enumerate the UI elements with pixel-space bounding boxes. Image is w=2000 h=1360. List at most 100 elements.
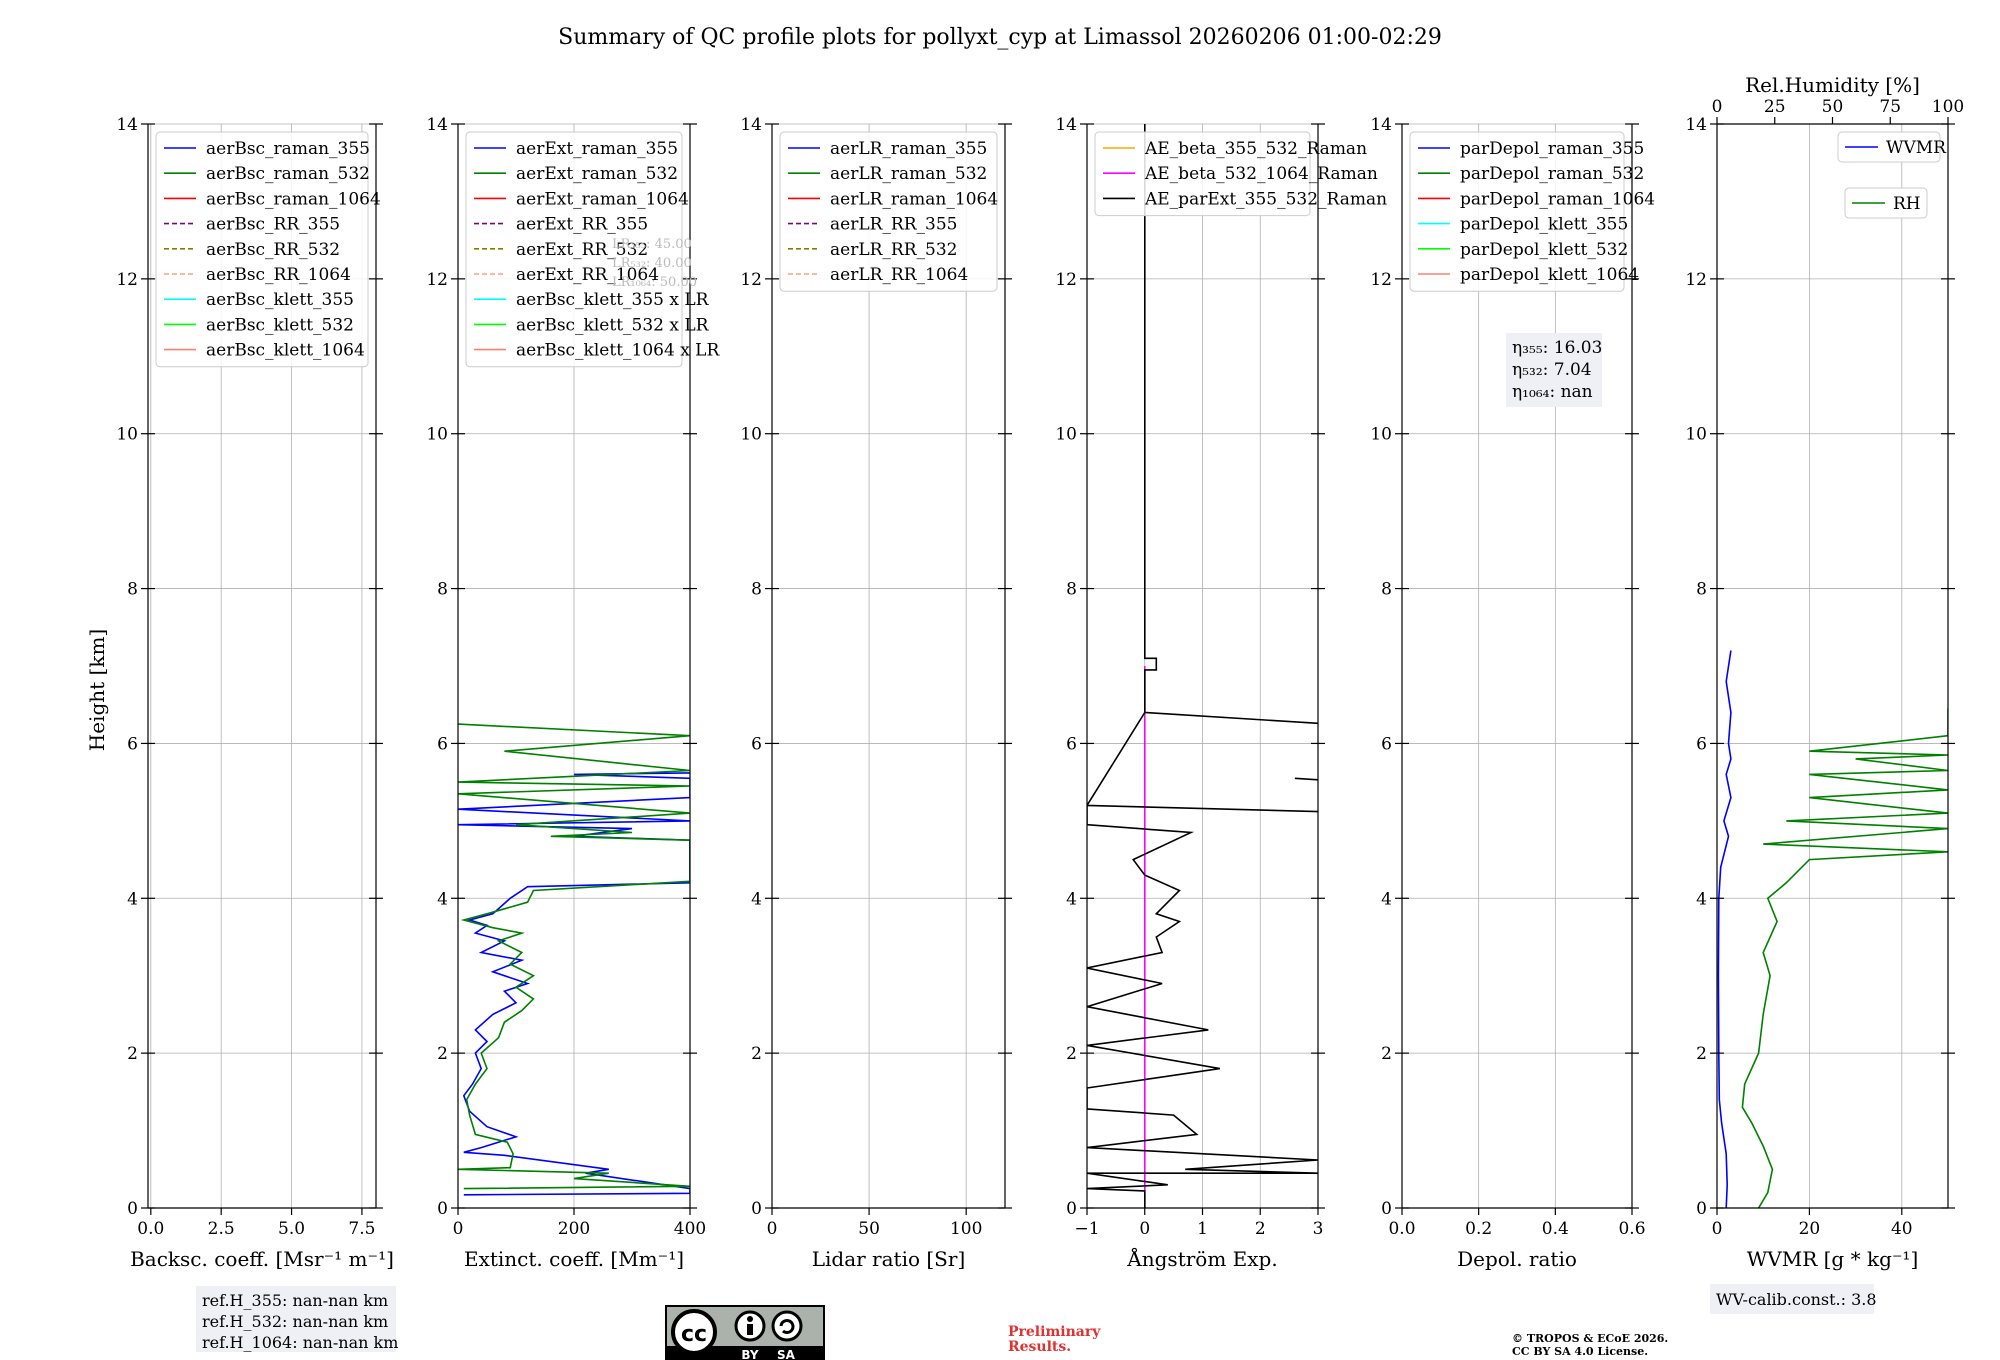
cc-license-badge[interactable]: cc BY SA xyxy=(665,1305,825,1360)
sa-share-icon xyxy=(771,1310,803,1342)
legend-label: aerLR_raman_532 xyxy=(830,164,987,184)
y-tick-label: 10 xyxy=(1685,425,1707,445)
legend-label: aerLR_RR_355 xyxy=(830,215,957,235)
x-tick-label: 0 xyxy=(1139,1219,1150,1239)
y-tick-label: 8 xyxy=(1696,580,1707,600)
legend-label: parDepol_klett_1064 xyxy=(1460,265,1639,285)
y-tick-label: 8 xyxy=(1381,580,1392,600)
x-tick-label: 0 xyxy=(767,1219,778,1239)
legend-ext: aerExt_raman_355 aerExt_raman_532 aerExt_r… xyxy=(465,131,720,368)
y-tick-label: 8 xyxy=(127,580,138,600)
x-tick-label: 0.0 xyxy=(1388,1219,1415,1239)
legend-label: aerBsc_raman_532 xyxy=(206,164,370,184)
legend-label: aerExt_raman_1064 xyxy=(516,189,689,209)
y-tick-label: 14 xyxy=(426,115,448,135)
x-axis-label: Depol. ratio xyxy=(1457,1247,1577,1271)
legend-rh-label: RH xyxy=(1893,194,1921,214)
top-x-tick-label: 50 xyxy=(1822,97,1844,117)
lidar-ratio-annotation: LR₁₀₆₄: 50.00 xyxy=(612,275,697,290)
x-axis-label: Ångström Exp. xyxy=(1126,1246,1277,1271)
y-tick-label: 12 xyxy=(1685,270,1707,290)
y-tick-label: 4 xyxy=(1066,889,1077,909)
legend-lr: aerLR_raman_355 aerLR_raman_532 aerLR_rama… xyxy=(779,131,998,292)
x-tick-label: 0 xyxy=(453,1219,464,1239)
y-tick-label: 14 xyxy=(740,115,762,135)
y-tick-label: 0 xyxy=(127,1199,138,1219)
y-tick-label: 2 xyxy=(127,1044,138,1064)
x-tick-label: 0.4 xyxy=(1542,1219,1569,1239)
panel-dep: 0 2 4 6 8 10 12 14 0.0 0.2 0.4 0.6 Depol. ratio parDe… xyxy=(1370,115,1655,1271)
by-person-head xyxy=(747,1316,753,1322)
y-tick-label: 6 xyxy=(1066,734,1077,754)
legend-label: aerExt_RR_532 xyxy=(516,240,648,260)
top-x-tick-label: 100 xyxy=(1932,97,1964,117)
lidar-ratio-annotation: LR₃₅₅: 45.00 xyxy=(612,237,692,252)
depol-calib-text: η₃₅₅: 16.03 xyxy=(1512,338,1602,358)
y-tick-label: 14 xyxy=(1055,115,1077,135)
y-tick-label: 0 xyxy=(1381,1199,1392,1219)
y-tick-label: 2 xyxy=(1381,1044,1392,1064)
y-tick-label: 12 xyxy=(1055,270,1077,290)
x-tick-label: 0.6 xyxy=(1618,1219,1645,1239)
ref-height-box-bg xyxy=(196,1286,396,1352)
legend-label: parDepol_raman_355 xyxy=(1460,139,1644,159)
legend-dep: parDepol_raman_355 parDepol_raman_532 parD… xyxy=(1409,131,1655,292)
y-tick-label: 8 xyxy=(437,580,448,600)
preliminary-line1: Preliminary xyxy=(1008,1324,1101,1340)
legend-ae: AE_beta_355_532_Raman AE_beta_532_1064_Ra… xyxy=(1094,131,1387,217)
y-tick-label: 10 xyxy=(1370,425,1392,445)
legend-label: aerBsc_klett_1064 x LR xyxy=(516,341,720,361)
series-line-aerExt_raman_355 xyxy=(458,772,690,1196)
x-tick-label: 1 xyxy=(1197,1219,1208,1239)
y-tick-label: 0 xyxy=(437,1199,448,1219)
x-axis-label: Lidar ratio [Sr] xyxy=(812,1247,966,1271)
x-tick-label: 400 xyxy=(674,1219,706,1239)
cc-by-label: BY xyxy=(741,1348,758,1360)
y-tick-label: 12 xyxy=(426,270,448,290)
sa-share-arrow xyxy=(779,1319,795,1334)
wv-calib-box: WV-calib.const.: 3.8 xyxy=(1710,1284,1877,1314)
legend-label: aerBsc_RR_355 xyxy=(206,215,340,235)
depol-calib-text: η₁₀₆₄: nan xyxy=(1512,382,1593,402)
series-line-AE_parExt_355_532_Raman_seg xyxy=(1294,777,1318,781)
legend-label: parDepol_klett_355 xyxy=(1460,215,1628,235)
x-axis-label: Backsc. coeff. [Msr⁻¹ m⁻¹] xyxy=(130,1247,394,1271)
x-tick-label: 40 xyxy=(1891,1219,1913,1239)
x-tick-label: 50 xyxy=(858,1219,880,1239)
figure-title: Summary of QC profile plots for pollyxt_… xyxy=(558,25,1442,50)
legend-label: aerBsc_raman_355 xyxy=(206,139,370,159)
y-tick-label: 14 xyxy=(1370,115,1392,135)
y-tick-label: 10 xyxy=(740,425,762,445)
legend-label: aerBsc_klett_1064 xyxy=(206,341,365,361)
legend-label: aerExt_RR_1064 xyxy=(516,265,659,285)
y-tick-label: 8 xyxy=(751,580,762,600)
y-tick-label: 12 xyxy=(740,270,762,290)
y-tick-label: 12 xyxy=(1370,270,1392,290)
legend-label: aerExt_RR_355 xyxy=(516,215,648,235)
top-x-axis-label: Rel.Humidity [%] xyxy=(1745,73,1920,97)
legend-label: aerLR_raman_1064 xyxy=(830,189,998,209)
y-tick-label: 10 xyxy=(1055,425,1077,445)
legend-label: aerLR_raman_355 xyxy=(830,139,987,159)
depol-calib-text: η₅₃₂: 7.04 xyxy=(1512,360,1592,380)
y-tick-label: 2 xyxy=(437,1044,448,1064)
y-tick-label: 4 xyxy=(1696,889,1707,909)
legend-label: aerBsc_klett_355 xyxy=(206,290,354,310)
legend-wvmr-box xyxy=(1837,131,1941,163)
depol-calib-bg xyxy=(1506,333,1602,407)
legend-label: parDepol_raman_1064 xyxy=(1460,189,1655,209)
legend-bsc: aerBsc_raman_355 aerBsc_raman_532 aerBsc_r… xyxy=(155,131,381,368)
panel-ext: 0 2 4 6 8 10 12 14 0 200 400 Extinct. coeff. [Mm⁻¹]… xyxy=(426,115,720,1271)
y-tick-label: 6 xyxy=(1381,734,1392,754)
ref-height-box: ref.H_355: nan-nan km ref.H_532: nan-nan… xyxy=(196,1286,398,1352)
y-axis-label: Height [km] xyxy=(85,629,109,751)
legend-box xyxy=(155,131,369,368)
legend-rh-box xyxy=(1844,187,1928,219)
y-tick-label: 4 xyxy=(751,889,762,909)
legend-label: parDepol_raman_532 xyxy=(1460,164,1644,184)
x-tick-label: 20 xyxy=(1799,1219,1821,1239)
series-line-aerExt_raman_532 xyxy=(458,723,690,1190)
wv-calib-text: WV-calib.const.: 3.8 xyxy=(1716,1290,1877,1309)
y-tick-label: 2 xyxy=(1696,1044,1707,1064)
